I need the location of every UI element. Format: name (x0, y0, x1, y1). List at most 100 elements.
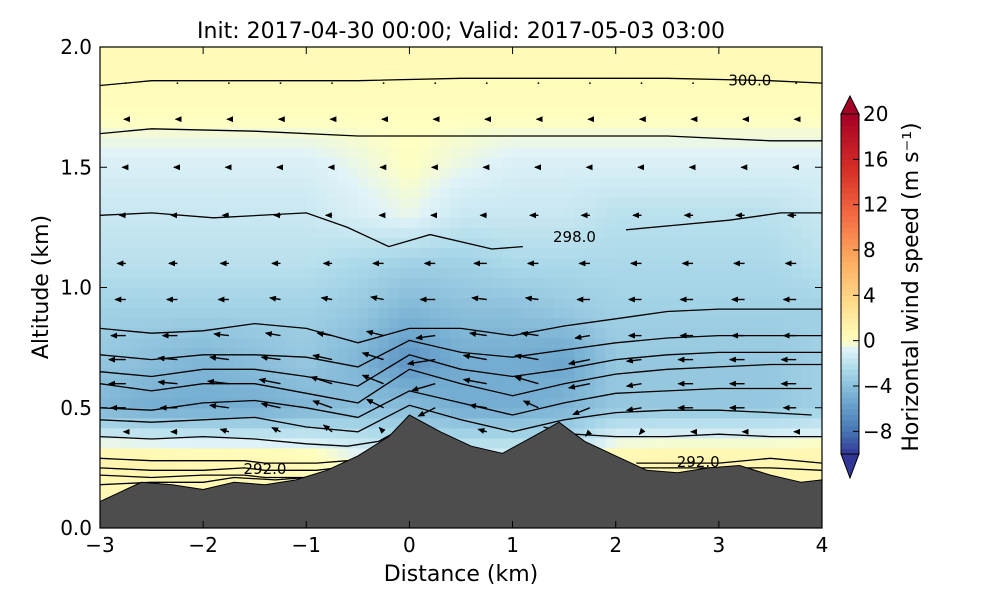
field-cell (708, 97, 720, 108)
field-cell (553, 157, 565, 168)
field-cell (502, 427, 514, 439)
field-cell (574, 297, 586, 309)
field-cell (254, 117, 266, 128)
wind-vector-arrow (361, 351, 384, 361)
colorbar-segment (841, 352, 859, 359)
field-cell (368, 317, 380, 329)
field-cell (718, 97, 730, 108)
field-cell (100, 237, 111, 249)
field-cell (471, 407, 483, 419)
field-cell (306, 397, 318, 409)
field-cell (234, 97, 245, 108)
field-cell (120, 67, 132, 78)
field-cell (254, 317, 266, 329)
theta-contour-line (100, 351, 822, 387)
field-cell (574, 107, 586, 118)
field-cell (491, 227, 503, 238)
field-cell (399, 67, 411, 78)
field-cell (192, 357, 204, 369)
field-cell (450, 387, 462, 399)
field-cell (419, 127, 431, 138)
field-cell (646, 117, 658, 128)
field-cell (481, 307, 493, 319)
field-cell (306, 417, 318, 429)
field-cell (295, 147, 307, 158)
field-cell (656, 337, 668, 349)
field-cell (667, 237, 679, 249)
field-cell (667, 447, 679, 459)
field-cell (223, 467, 235, 479)
field-cell (440, 317, 452, 329)
field-cell (491, 247, 503, 259)
field-cell (543, 317, 555, 329)
field-cell (409, 267, 421, 279)
field-cell (718, 147, 730, 158)
field-cell (223, 447, 235, 459)
field-cell (223, 177, 235, 188)
field-cell (192, 327, 204, 339)
field-cell (677, 67, 689, 78)
field-cell (285, 407, 297, 419)
field-cell (461, 257, 472, 269)
field-cell (275, 337, 287, 349)
field-cell (739, 287, 751, 299)
field-cell (481, 107, 493, 118)
field-cell (151, 267, 163, 279)
field-cell (275, 447, 287, 459)
field-cell (151, 337, 163, 349)
field-cell (316, 167, 328, 178)
field-cell (502, 347, 514, 359)
field-cell (234, 397, 245, 409)
field-cell (419, 387, 431, 399)
field-cell (739, 337, 751, 349)
field-cell (265, 137, 276, 148)
field-cell (254, 287, 266, 299)
field-cell (770, 257, 782, 269)
contour-label: 292.0 (677, 453, 720, 471)
field-cell (378, 97, 390, 108)
wind-vector-arrow (260, 354, 281, 361)
field-cell (326, 57, 338, 68)
field-cell (760, 367, 772, 379)
field-cell (729, 247, 741, 259)
wind-vector-dot (743, 82, 746, 84)
field-cell (708, 217, 720, 228)
field-cell (698, 287, 710, 299)
field-cell (502, 47, 514, 58)
field-cell (502, 137, 514, 148)
field-cell (337, 97, 349, 108)
colorbar-segment (841, 369, 859, 376)
field-cell (172, 137, 184, 148)
field-cell (801, 357, 813, 369)
field-cell (770, 147, 782, 158)
field-cell (213, 427, 225, 439)
field-cell (615, 197, 627, 208)
field-cell (337, 287, 349, 299)
field-cell (481, 97, 493, 108)
field-cell (626, 137, 637, 148)
field-cell (409, 57, 421, 68)
field-cell (543, 207, 555, 218)
field-cell (244, 317, 256, 329)
field-cell (223, 417, 235, 429)
field-cell (595, 307, 606, 319)
field-cell (316, 207, 328, 218)
field-cell (192, 187, 204, 198)
field-cell (605, 437, 617, 449)
field-cell (687, 297, 699, 309)
field-cell (161, 47, 173, 58)
field-cell (564, 57, 576, 68)
field-cell (265, 87, 276, 98)
field-cell (316, 107, 328, 118)
field-cell (440, 87, 452, 98)
field-cell (615, 327, 627, 339)
field-cell (337, 57, 349, 68)
field-cell (595, 167, 606, 178)
field-cell (667, 217, 679, 228)
field-cell (791, 217, 802, 228)
field-cell (677, 397, 689, 409)
field-cell (388, 377, 400, 389)
field-cell (760, 417, 772, 429)
field-cell (213, 247, 225, 259)
field-cell (244, 437, 256, 449)
